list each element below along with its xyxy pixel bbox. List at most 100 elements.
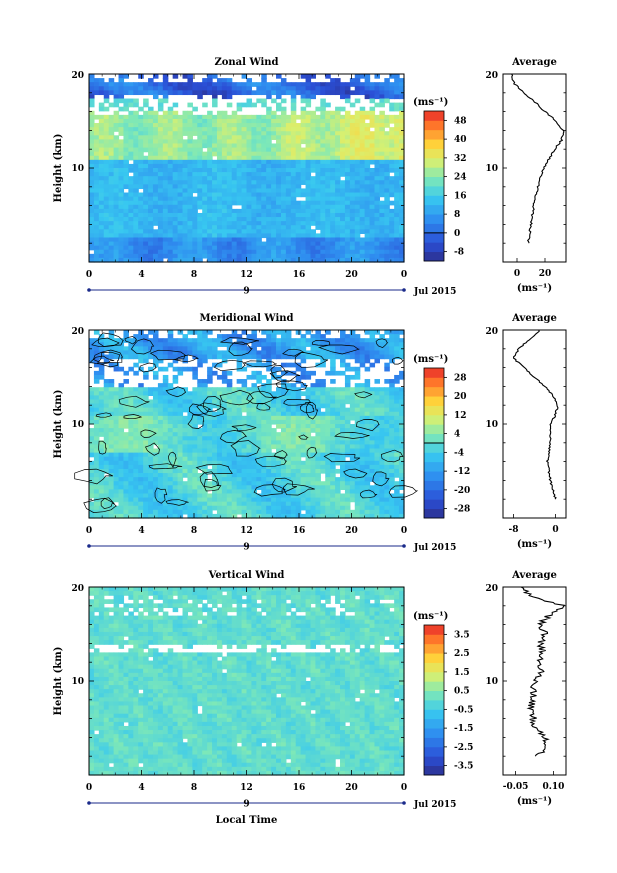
heatmap-cell [251,501,257,507]
heatmap-cell [261,212,267,218]
heatmap-cell [152,346,159,352]
heatmap-cell [251,200,257,206]
heatmap-cell [344,131,351,136]
heatmap-cell [192,428,198,433]
heatmap-cell [197,415,203,421]
heatmap-cell [207,497,213,503]
heatmap-cell [143,350,149,356]
heatmap-cell [261,481,267,486]
heatmap-cell [305,428,312,433]
heatmap-cell [89,387,95,392]
heatmap-cell [197,379,203,384]
heatmap-cell [187,452,193,458]
heatmap-cell [300,147,307,153]
heatmap-cell [118,245,125,251]
heatmap-cell [98,217,105,222]
heatmap-cell [157,432,164,437]
heatmap-cell [197,330,203,335]
heatmap-cell [290,200,297,206]
heatmap-cell [359,139,366,145]
heatmap-cell [172,245,179,251]
heatmap-cell [280,501,287,507]
heatmap-cell [138,106,144,112]
heatmap-cell [236,440,243,446]
heatmap-cell [305,118,312,124]
heatmap-cell [256,168,262,173]
heatmap-cell [93,456,100,462]
heatmap-cell [212,114,218,120]
heatmap-cell [359,196,366,202]
heatmap-cell [290,208,297,214]
heatmap-cell [379,180,385,185]
heatmap-cell [300,90,307,96]
heatmap-cell [310,192,316,198]
heatmap-cell [207,139,213,145]
heatmap-cell [212,354,218,360]
heatmap-cell [202,176,208,181]
heatmap-cell [187,217,193,222]
heatmap-cell [246,204,253,210]
heatmap-cell [212,399,218,405]
heatmap-cell [384,82,390,87]
heatmap-cell [276,123,282,128]
heatmap-cell [157,172,164,177]
heatmap-cell [231,196,238,202]
heatmap-cell [143,131,149,136]
heatmap-cell [226,118,233,124]
heatmap-cell [399,139,405,145]
heatmap-cell [349,237,356,243]
heatmap-cell [251,90,257,96]
heatmap-cell [340,330,346,335]
heatmap-cell [197,82,203,87]
heatmap-cell [335,90,341,96]
x-tick-label: 16 [293,270,306,280]
heatmap-cell [187,204,193,210]
heatmap-cell [280,192,287,198]
heatmap-cell [98,460,105,466]
heatmap-cell [172,415,179,421]
heatmap-cell [325,221,331,226]
heatmap-cell [157,135,164,140]
heatmap-cell [330,253,336,259]
heatmap-cell [349,233,356,239]
heatmap-cell [212,419,218,425]
heatmap-cell [177,493,184,499]
heatmap-cell [98,180,105,185]
heatmap-cell [290,383,297,388]
heatmap-cell [152,473,159,478]
heatmap-cell [103,196,110,202]
heatmap-cell [108,131,115,136]
heatmap-cell [344,501,351,507]
heatmap-cell [108,114,115,120]
heatmap-cell [108,257,115,263]
heatmap-cell [266,159,272,165]
heatmap-cell [389,74,395,79]
heatmap-cell [354,444,361,450]
heatmap-cell [246,217,253,222]
heatmap-cell [276,237,282,243]
heatmap-cell [103,501,110,507]
heatmap-cell [118,192,125,198]
heatmap-cell [152,172,159,177]
heatmap-cell [226,464,233,470]
heatmap-cell [103,212,110,218]
heatmap-cell [108,245,115,251]
heatmap-cell [359,127,366,132]
heatmap-cell [182,82,189,87]
heatmap-cell [157,415,164,421]
heatmap-cell [216,114,223,120]
heatmap-cell [310,419,316,425]
heatmap-cell [349,241,356,247]
heatmap-cell [280,354,287,360]
heatmap-cell [335,497,341,503]
heatmap-cell [349,180,356,185]
heatmap-cell [236,82,243,87]
heatmap-cell [374,143,380,149]
heatmap-cell [349,155,356,161]
heatmap-cell [138,241,144,247]
heatmap-cell [138,82,144,87]
heatmap-cell [300,403,307,409]
heatmap-cell [236,200,243,206]
heatmap-cell [128,407,134,413]
heatmap-cell [207,350,213,356]
